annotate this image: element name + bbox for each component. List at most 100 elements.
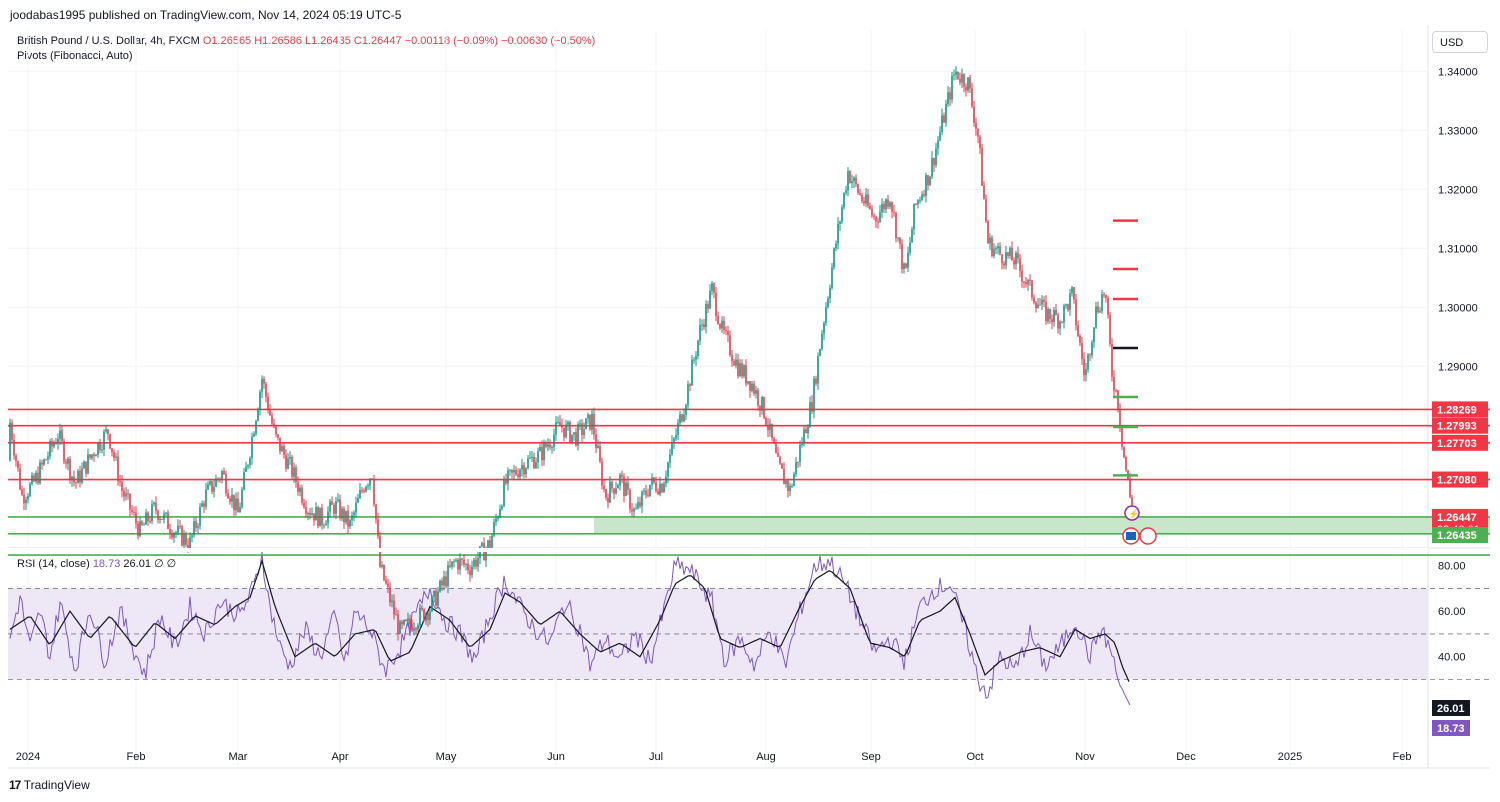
candle-body (989, 237, 991, 244)
candle-body (1057, 314, 1059, 329)
us-flag-event-icon[interactable] (1122, 527, 1140, 545)
candle-body (83, 461, 85, 469)
candle-body (275, 426, 277, 435)
currency-button[interactable]: USD (1432, 31, 1488, 53)
candle-body (1071, 287, 1073, 294)
candle-body (647, 494, 649, 496)
candle-body (1113, 376, 1115, 391)
lightning-event-icon[interactable] (1124, 505, 1140, 521)
candle-body (397, 614, 399, 634)
candle-body (17, 461, 19, 469)
candle-body (1083, 358, 1085, 375)
candle-body (321, 507, 323, 526)
candle-body (495, 518, 497, 523)
candle-body (393, 600, 395, 615)
candle-body (437, 591, 439, 606)
candle-body (41, 462, 43, 465)
candle-body (757, 390, 759, 406)
candle-body (973, 106, 975, 123)
candle-body (1129, 479, 1131, 498)
candle-body (897, 237, 899, 239)
candle-body (505, 478, 507, 484)
candle-body (767, 424, 769, 431)
level-price-tag (1432, 417, 1488, 434)
candle-body (151, 504, 153, 522)
candle-body (873, 215, 875, 217)
candle-body (701, 324, 703, 326)
candle-body (463, 559, 465, 565)
candle-body (903, 263, 905, 270)
candle-body (879, 211, 881, 222)
candle-body (1115, 390, 1117, 392)
candle-body (33, 475, 35, 482)
candle-body (1039, 304, 1041, 306)
rsi-ma-line[interactable] (9, 559, 1130, 683)
candle-body (953, 74, 955, 76)
candle-body (279, 437, 281, 452)
candle-body (65, 461, 67, 464)
candle-body (291, 456, 293, 477)
candle-body (1119, 409, 1121, 428)
candle-body (219, 478, 221, 480)
candle-body (1073, 287, 1075, 300)
indicator-label[interactable]: Pivots (Fibonacci, Auto) (17, 50, 133, 62)
candle-body (1087, 354, 1089, 370)
candle-body (733, 361, 735, 366)
candle-body (265, 383, 267, 397)
candle-body (455, 559, 457, 562)
candle-body (139, 521, 141, 537)
candle-body (617, 484, 619, 489)
candle-body (639, 502, 641, 507)
rsi-line[interactable] (9, 551, 1131, 706)
candle-body (155, 502, 157, 511)
candle-body (829, 288, 831, 299)
candle-body (877, 221, 879, 223)
level-price-tag (1432, 471, 1488, 488)
candle-body (759, 405, 761, 411)
x-tick-label: 2024 (16, 751, 40, 763)
candle-body (1001, 254, 1003, 264)
candle-body (127, 493, 129, 495)
candle-body (783, 468, 785, 485)
tradingview-brand: TradingView (23, 778, 90, 792)
x-tick-label: Jun (547, 751, 565, 763)
candle-body (403, 619, 405, 625)
candle-body (983, 185, 985, 200)
candle-body (719, 323, 721, 329)
candle-body (1077, 325, 1079, 336)
candle-body (237, 498, 239, 513)
candle-body (501, 505, 503, 509)
candle-body (391, 600, 393, 603)
rsi-label[interactable]: RSI (14, close) (17, 558, 90, 570)
candle-body (459, 558, 461, 570)
economic-event-icon[interactable] (1139, 527, 1157, 545)
symbol-label[interactable]: British Pound / U.S. Dollar, 4h, FXCM (17, 35, 200, 47)
candle-body (565, 424, 567, 438)
candle-body (307, 513, 309, 515)
candle-body (335, 500, 337, 514)
candle-body (53, 443, 55, 447)
candle-body (427, 613, 429, 621)
candle-body (465, 563, 467, 565)
candle-body (577, 424, 579, 446)
candle-body (725, 330, 727, 332)
candle-body (901, 243, 903, 270)
rsi-extra-values: ∅ ∅ (154, 558, 177, 570)
candle-body (643, 490, 645, 492)
candle-body (845, 190, 847, 193)
candle-body (809, 402, 811, 428)
candle-body (485, 548, 487, 561)
candle-body (331, 501, 333, 505)
candle-body (241, 489, 243, 507)
candle-body (385, 580, 387, 584)
candle-body (357, 498, 359, 503)
candle-body (847, 171, 849, 191)
price-tick-label: 1.30000 (1438, 302, 1478, 314)
candle-body (837, 223, 839, 244)
candle-body (187, 544, 189, 549)
candle-body (1047, 308, 1049, 322)
candle-body (861, 194, 863, 201)
last-price-tag (1432, 508, 1488, 537)
candle-body (925, 175, 927, 196)
